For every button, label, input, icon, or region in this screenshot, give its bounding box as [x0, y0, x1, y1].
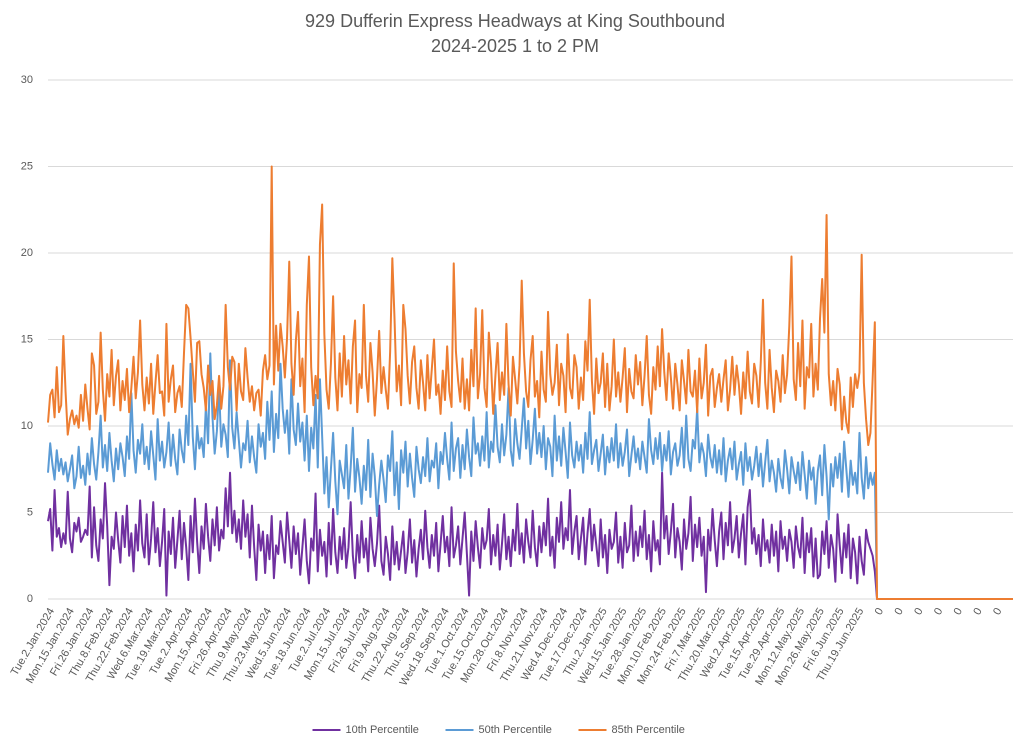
- y-tick-label: 5: [27, 506, 33, 518]
- series-line: [47, 352, 1013, 600]
- y-tick-label: 20: [21, 247, 33, 259]
- series-line: [47, 165, 1013, 600]
- grid: 0 5 10 15 20 25 30: [21, 74, 1013, 605]
- x-tick-label: 0: [991, 606, 1004, 617]
- legend-label: 50th Percentile: [479, 724, 552, 736]
- legend: 10th Percentile 50th Percentile 85th Perce…: [312, 724, 685, 736]
- x-tick-label: 0: [952, 606, 965, 617]
- y-tick-label: 25: [21, 160, 33, 172]
- y-tick-label: 0: [27, 593, 33, 605]
- series-line: [47, 471, 1013, 600]
- legend-label: 10th Percentile: [346, 724, 419, 736]
- x-tick-label: 0: [932, 606, 945, 617]
- x-tick-label: 0: [892, 606, 905, 617]
- x-tick-label: 0: [912, 606, 925, 617]
- x-tick-label: 0: [971, 606, 984, 617]
- x-tick-label: 0: [873, 606, 886, 617]
- chart-title: 929 Dufferin Express Headways at King So…: [305, 11, 725, 31]
- legend-label: 85th Percentile: [612, 724, 685, 736]
- y-tick-label: 30: [21, 74, 33, 86]
- plot-lines: [47, 165, 1013, 600]
- chart-subtitle: 2024-2025 1 to 2 PM: [431, 36, 599, 56]
- y-tick-label: 15: [21, 333, 33, 345]
- y-tick-label: 10: [21, 420, 33, 432]
